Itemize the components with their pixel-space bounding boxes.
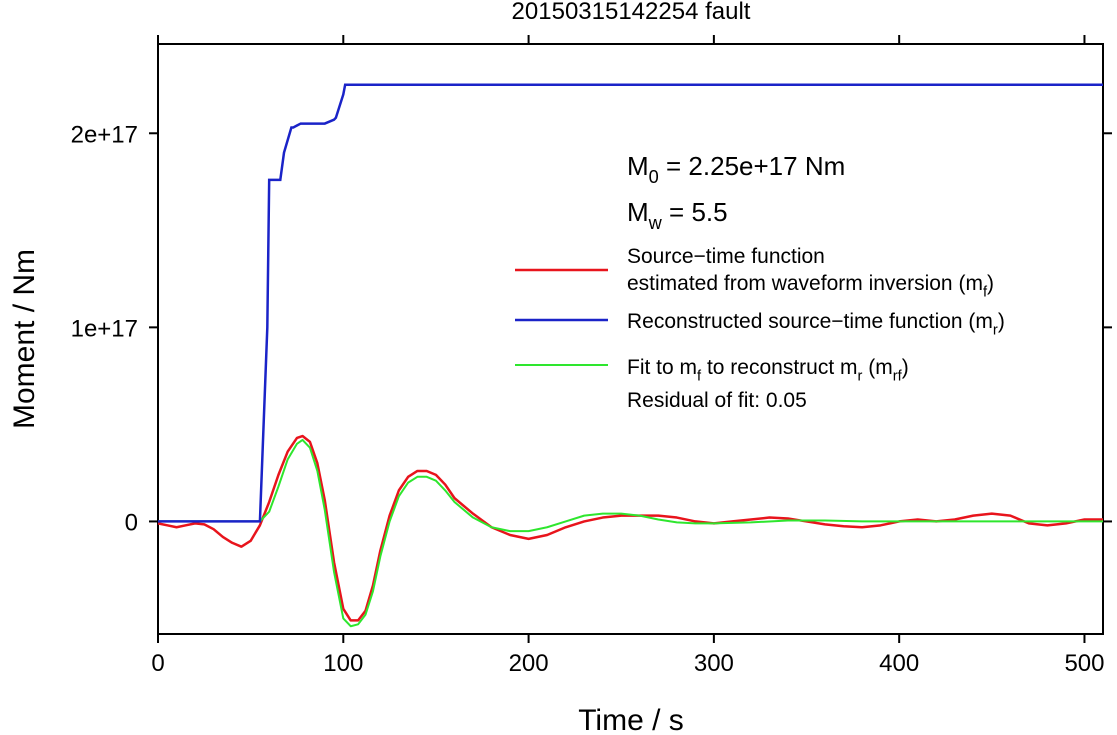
moment-magnitude-annotation: Mw = 5.5	[627, 197, 728, 233]
x-axis-label: Time / s	[578, 704, 684, 735]
legend-label-mf: estimated from waveform inversion (mf)	[627, 272, 994, 300]
plot-frame	[157, 43, 1104, 635]
residual-annotation: Residual of fit: 0.05	[627, 389, 807, 412]
y-axis-label: Moment / Nm	[8, 249, 41, 429]
legend-label-mf: Source−time function	[627, 245, 825, 268]
chart-title: 20150315142254 fault	[512, 0, 751, 25]
series-line-mrf	[158, 438, 1103, 628]
series-line-mf	[157, 434, 1103, 622]
x-tick-label: 300	[694, 650, 734, 677]
series-line-mr	[158, 83, 1103, 523]
y-tick-label: 2e+17	[71, 121, 138, 148]
axis-ticks: 0 100 200 300 400 500 0 1e+17 2e+17	[71, 35, 1112, 677]
x-tick-label: 100	[323, 650, 363, 677]
y-tick-label: 0	[125, 509, 138, 536]
legend-label-mrf: Fit to mf to reconstruct mr (mrf)	[627, 356, 909, 384]
x-tick-label: 0	[151, 650, 164, 677]
y-tick-label: 1e+17	[71, 315, 138, 342]
x-tick-label: 500	[1064, 650, 1104, 677]
legend: Source−time function estimated from wavef…	[515, 245, 1005, 384]
legend-label-mr: Reconstructed source−time function (mr)	[627, 310, 1005, 338]
x-tick-label: 400	[879, 650, 919, 677]
x-tick-label: 200	[509, 650, 549, 677]
annotations: M0 = 2.25e+17 Nm Mw = 5.5 Residual of fit:…	[627, 151, 845, 412]
seismic-moment-annotation: M0 = 2.25e+17 Nm	[627, 151, 845, 187]
series-lines	[157, 83, 1103, 628]
